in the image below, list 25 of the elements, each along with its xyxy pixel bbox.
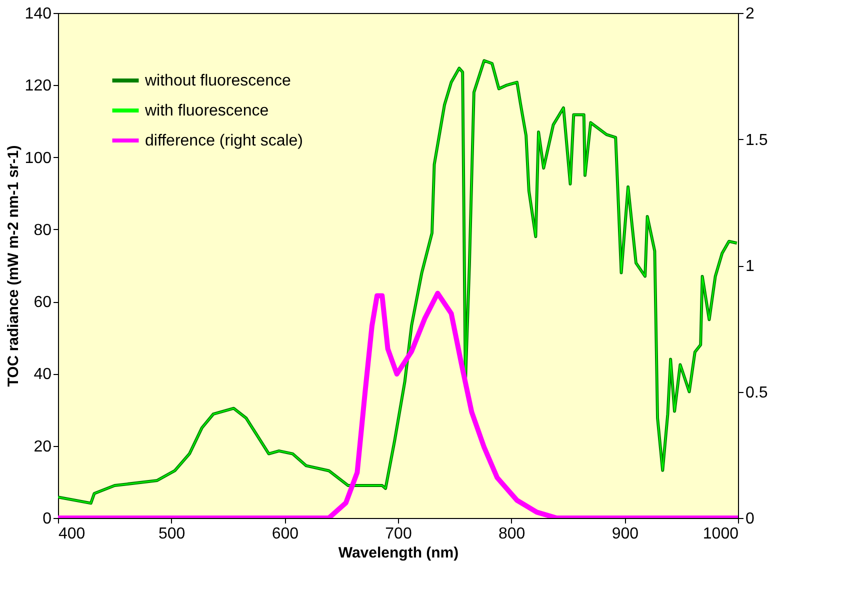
y2-tick-label: 0 (746, 510, 754, 528)
legend-label: with fluorescence (144, 102, 269, 120)
x-tick-label: 900 (612, 526, 639, 542)
y-tick-label: 100 (24, 150, 52, 167)
y-tick-label: 40 (34, 366, 52, 384)
x-axis-title: Wavelength (nm) (338, 544, 459, 562)
y-axis-title: TOC radiance (mW m-2 nm-1 sr-1) (4, 145, 22, 387)
y-tick-label: 120 (24, 78, 52, 95)
y2-tick-label: 2 (746, 6, 754, 22)
legend-label: without fluorescence (144, 72, 291, 90)
x-tick-label: 500 (158, 526, 186, 542)
y-tick-label: 20 (34, 438, 52, 456)
y-tick-label: 60 (34, 294, 52, 312)
x-tick-label: 800 (498, 526, 526, 542)
x-tick-label: 400 (58, 526, 86, 542)
x-tick-label: 700 (385, 526, 412, 542)
y2-tick-label: 1.5 (746, 132, 768, 149)
y-tick-label: 80 (34, 222, 52, 239)
x-tick-label: 600 (272, 526, 299, 542)
y-tick-label: 140 (24, 6, 52, 22)
y-tick-label: 0 (42, 510, 52, 528)
legend-label: difference (right scale) (145, 132, 303, 150)
y2-tick-label: 1 (746, 258, 754, 275)
x-tick-label: 1000 (702, 526, 739, 542)
y2-tick-label: 0.5 (746, 384, 768, 402)
